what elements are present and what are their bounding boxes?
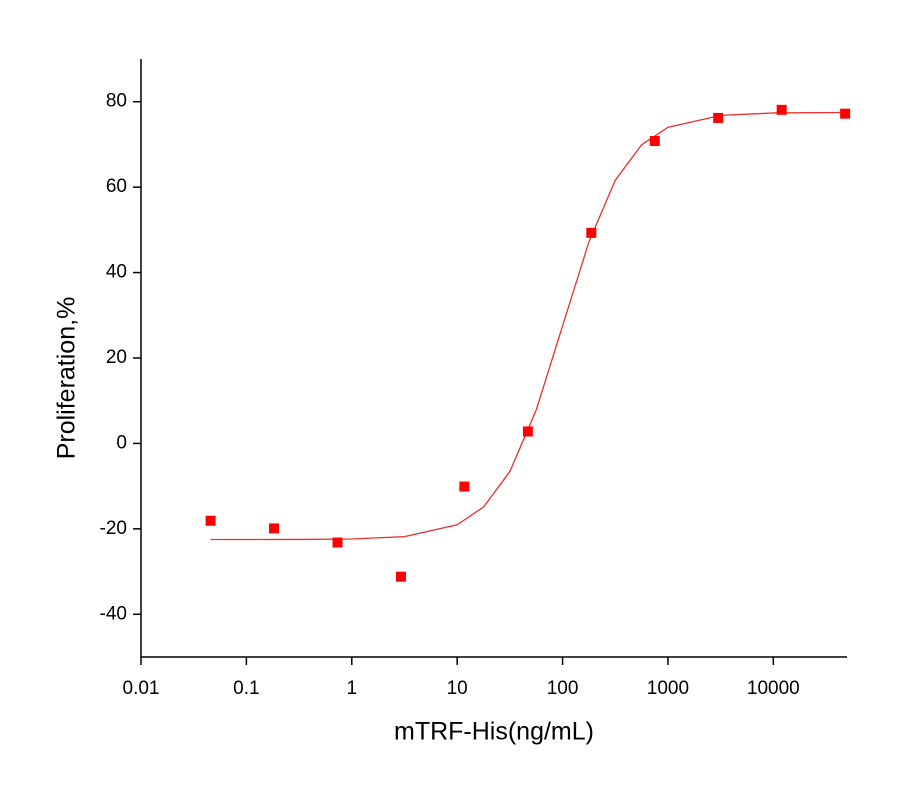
data-point (459, 481, 470, 492)
fit-curve (210, 111, 846, 541)
data-point (332, 537, 343, 548)
x-tick-label: 10 (447, 678, 468, 699)
data-point (269, 523, 280, 534)
y-tick-label: 0 (116, 432, 127, 453)
x-tick-label: 1000 (647, 678, 689, 699)
data-point (522, 426, 533, 437)
y-tick-label: 20 (106, 347, 127, 368)
data-point (395, 571, 406, 582)
y-axis-title: Proliferation,% (53, 297, 81, 460)
x-tick-label: 1 (346, 678, 357, 699)
data-point (713, 112, 724, 123)
y-tick-label: -40 (100, 603, 127, 624)
x-tick-label: 0.01 (123, 678, 160, 699)
data-point (205, 515, 216, 526)
data-point (840, 108, 851, 119)
y-tick-label: 60 (106, 176, 127, 197)
y-tick-label: 80 (106, 91, 127, 112)
x-axis-title: mTRF-His(ng/mL) (394, 718, 594, 746)
y-tick-label: 40 (106, 262, 127, 283)
data-point (776, 104, 787, 115)
data-point (649, 136, 660, 147)
x-tick-label: 10000 (747, 678, 800, 699)
x-tick-label: 0.1 (233, 678, 259, 699)
x-tick-label: 100 (547, 678, 579, 699)
y-tick-label: -20 (100, 518, 127, 539)
data-point (586, 227, 597, 238)
